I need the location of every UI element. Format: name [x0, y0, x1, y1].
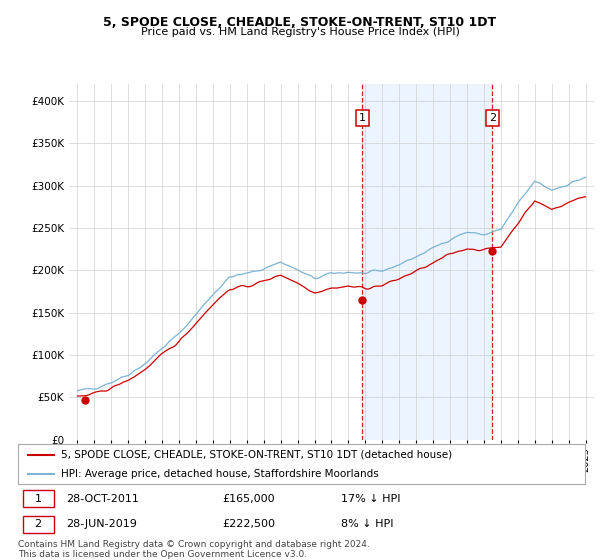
Text: £165,000: £165,000	[222, 493, 275, 503]
FancyBboxPatch shape	[18, 444, 585, 484]
Text: 17% ↓ HPI: 17% ↓ HPI	[341, 493, 401, 503]
Text: 1: 1	[359, 113, 366, 123]
Text: 28-OCT-2011: 28-OCT-2011	[66, 493, 139, 503]
Text: 5, SPODE CLOSE, CHEADLE, STOKE-ON-TRENT, ST10 1DT (detached house): 5, SPODE CLOSE, CHEADLE, STOKE-ON-TRENT,…	[61, 450, 452, 460]
Text: 1: 1	[35, 493, 41, 503]
Text: 28-JUN-2019: 28-JUN-2019	[66, 519, 137, 529]
Text: Price paid vs. HM Land Registry's House Price Index (HPI): Price paid vs. HM Land Registry's House …	[140, 27, 460, 37]
Text: 2: 2	[35, 519, 41, 529]
FancyBboxPatch shape	[23, 516, 54, 533]
Text: 2: 2	[488, 113, 496, 123]
Bar	[362, 84, 492, 440]
Text: Contains HM Land Registry data © Crown copyright and database right 2024.
This d: Contains HM Land Registry data © Crown c…	[18, 540, 370, 559]
FancyBboxPatch shape	[23, 490, 54, 507]
Text: 5, SPODE CLOSE, CHEADLE, STOKE-ON-TRENT, ST10 1DT: 5, SPODE CLOSE, CHEADLE, STOKE-ON-TRENT,…	[103, 16, 497, 29]
Text: HPI: Average price, detached house, Staffordshire Moorlands: HPI: Average price, detached house, Staf…	[61, 469, 378, 478]
Text: £222,500: £222,500	[222, 519, 275, 529]
Text: 8% ↓ HPI: 8% ↓ HPI	[341, 519, 394, 529]
